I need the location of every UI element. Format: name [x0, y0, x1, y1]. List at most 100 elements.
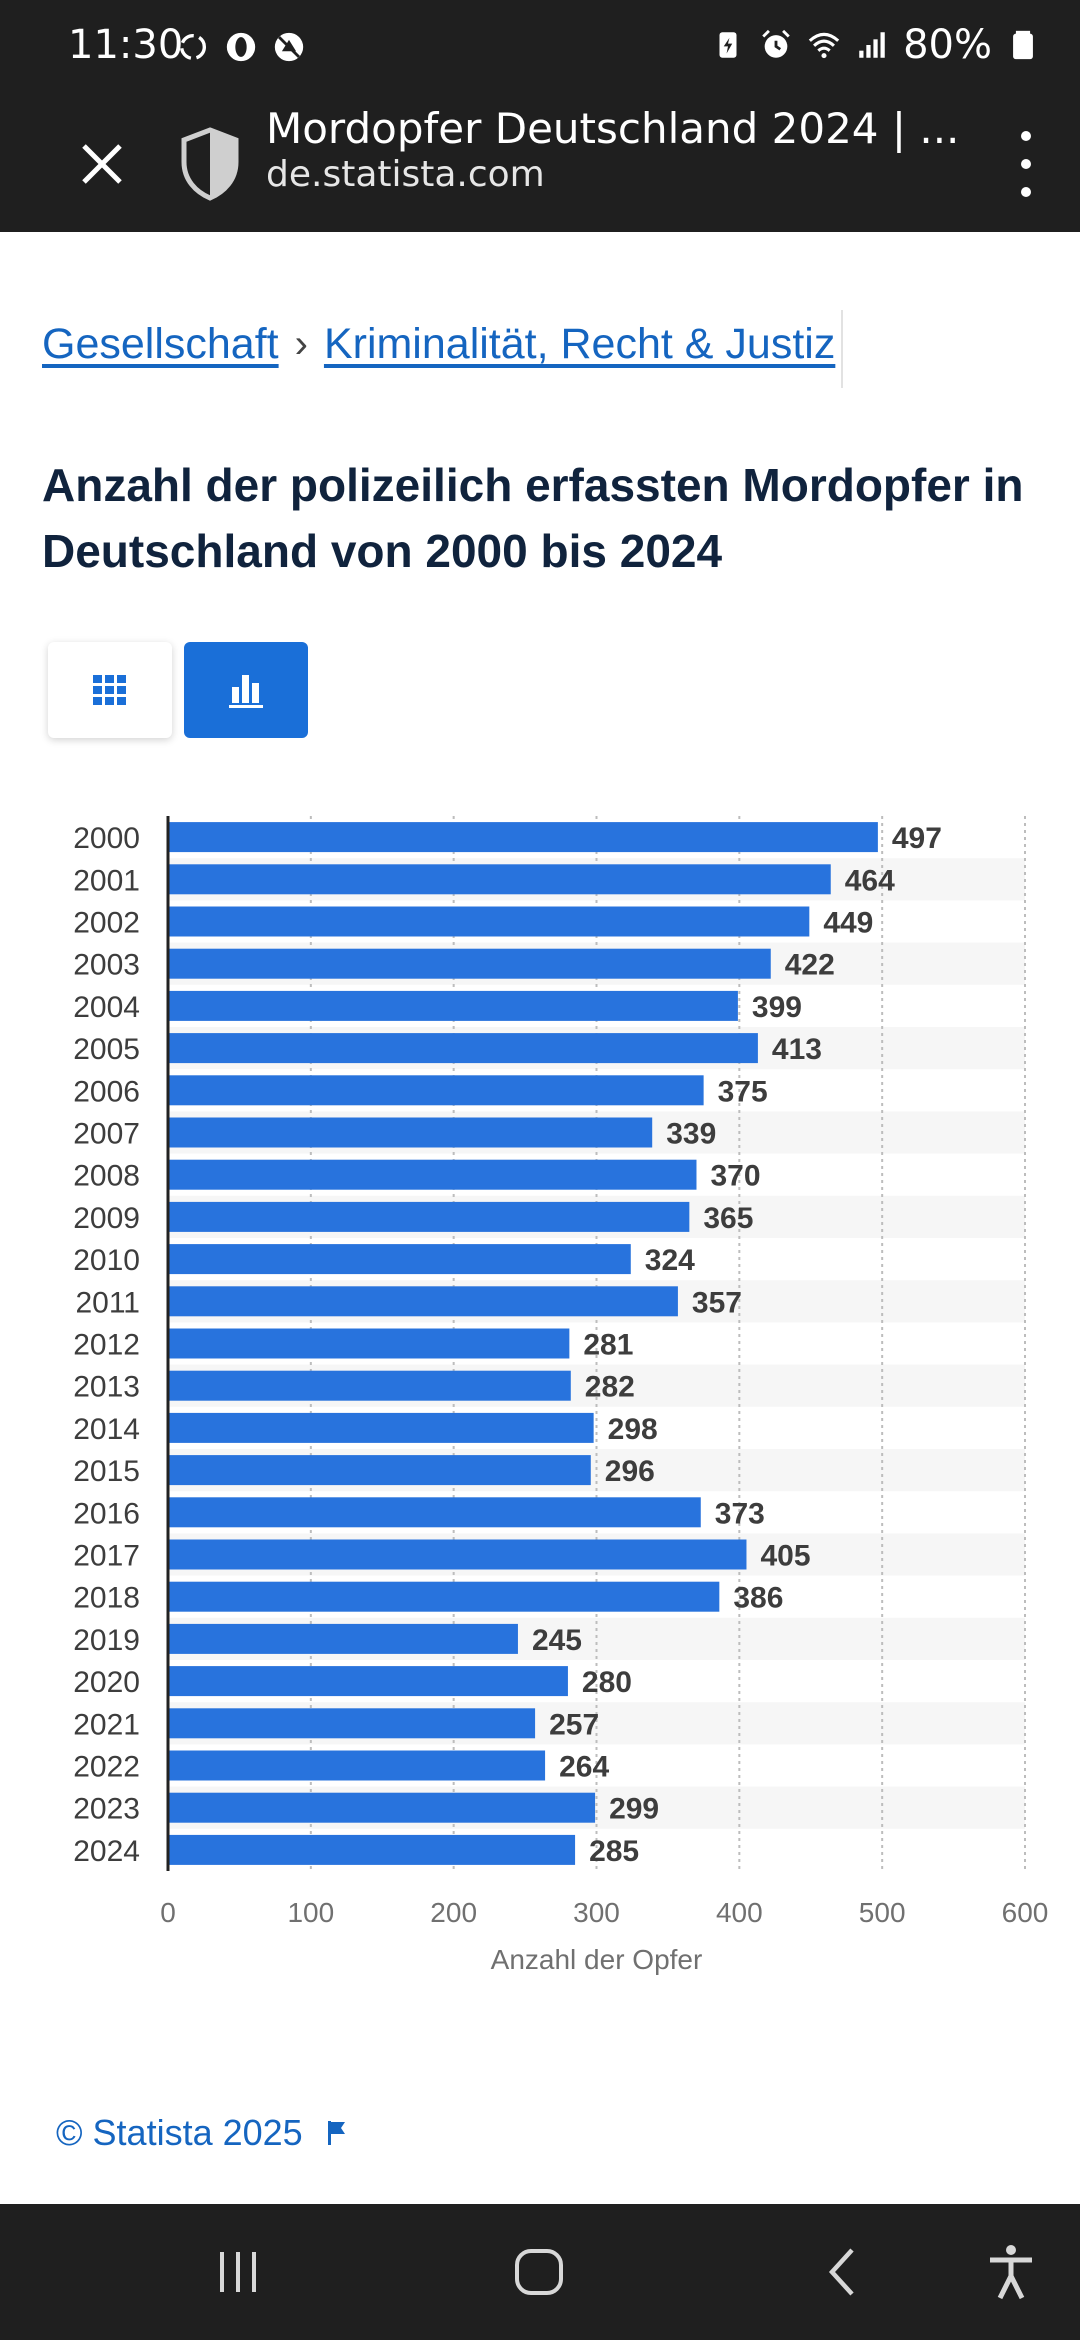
data-label: 357	[692, 1286, 742, 1319]
system-nav-bar	[0, 2204, 1080, 2340]
data-label: 399	[752, 991, 802, 1024]
alarm-icon	[762, 29, 790, 58]
category-label: 2024	[73, 1835, 140, 1868]
data-label: 339	[666, 1118, 716, 1151]
recent-apps-icon[interactable]	[214, 2242, 262, 2302]
data-label: 373	[715, 1497, 765, 1530]
data-label: 280	[582, 1666, 632, 1699]
category-label: 2012	[73, 1329, 140, 1362]
sync-icon	[179, 33, 207, 61]
page-title: Mordopfer Deutschland 2024 | ...	[266, 104, 956, 153]
grid-icon	[93, 675, 126, 705]
category-label: 2016	[73, 1497, 140, 1530]
bar-2009	[168, 1201, 690, 1232]
data-label: 386	[733, 1582, 783, 1615]
category-label: 2019	[73, 1624, 140, 1657]
bar-2021	[168, 1708, 536, 1739]
data-label: 497	[892, 822, 942, 855]
category-label: 2018	[73, 1582, 140, 1615]
category-label: 2013	[73, 1371, 140, 1404]
category-label: 2005	[73, 1033, 140, 1066]
bar-2001	[168, 864, 831, 895]
category-label: 2002	[73, 907, 140, 940]
data-label: 282	[585, 1371, 635, 1404]
wifi-icon	[808, 32, 840, 59]
bar-2012	[168, 1328, 570, 1359]
data-label: 464	[845, 864, 895, 897]
category-label: 2010	[73, 1244, 140, 1277]
close-icon[interactable]	[70, 132, 134, 196]
data-label: 365	[703, 1202, 753, 1235]
data-label: 405	[760, 1540, 810, 1573]
bar-chart-icon	[229, 675, 263, 708]
flag-icon[interactable]	[325, 2119, 349, 2147]
category-label: 2006	[73, 1075, 140, 1108]
bar-2005	[168, 1033, 758, 1064]
category-label: 2000	[73, 822, 140, 855]
bar-2015	[168, 1455, 591, 1486]
x-tick-label: 0	[160, 1897, 176, 1928]
breadcrumb-separator: ›	[294, 322, 308, 366]
statista-copyright[interactable]: © Statista 2025	[56, 2112, 349, 2154]
data-label: 264	[559, 1751, 609, 1784]
table-view-button[interactable]	[48, 642, 172, 738]
battery-percentage: 80%	[903, 22, 992, 68]
bar-2022	[168, 1750, 546, 1781]
data-label: 296	[605, 1455, 655, 1488]
category-label: 2007	[73, 1118, 140, 1151]
battery-icon	[1013, 30, 1033, 60]
data-label: 245	[532, 1624, 582, 1657]
bar-2006	[168, 1075, 704, 1106]
bar-2000	[168, 822, 878, 853]
breadcrumb-scroll-edge	[841, 310, 843, 388]
data-label: 370	[710, 1160, 760, 1193]
bar-2007	[168, 1117, 653, 1148]
more-options-icon[interactable]	[1006, 126, 1046, 202]
category-label: 2003	[73, 949, 140, 982]
x-tick-label: 300	[573, 1897, 620, 1928]
breadcrumb-link-gesellschaft[interactable]: Gesellschaft	[42, 320, 279, 368]
data-label: 298	[608, 1413, 658, 1446]
back-icon[interactable]	[822, 2242, 866, 2302]
chart-title: Anzahl der polizeilich erfassten Mordopf…	[42, 459, 1024, 577]
bar-2010	[168, 1244, 631, 1275]
bar-2024	[168, 1834, 576, 1865]
data-label: 257	[549, 1708, 599, 1741]
x-axis-title: Anzahl der Opfer	[491, 1944, 703, 1975]
custom-tab-header: Mordopfer Deutschland 2024 | ... de.stat…	[0, 96, 1080, 232]
category-label: 2020	[73, 1666, 140, 1699]
data-label: 422	[785, 949, 835, 982]
bar-2023	[168, 1792, 596, 1823]
status-bar: 11:30 80%	[0, 0, 1080, 96]
data-label: 285	[589, 1835, 639, 1868]
category-label: 2017	[73, 1540, 140, 1573]
bar-2013	[168, 1370, 571, 1401]
data-label: 375	[718, 1075, 768, 1108]
page-domain: de.statista.com	[266, 154, 545, 195]
battery-saver-icon	[719, 32, 737, 58]
bar-2011	[168, 1286, 678, 1317]
bar-2018	[168, 1581, 720, 1612]
chart-view-button[interactable]	[184, 642, 308, 738]
bar-2019	[168, 1623, 518, 1654]
bar-2014	[168, 1412, 594, 1443]
breadcrumb-link-kriminalitaet[interactable]: Kriminalität, Recht & Justiz	[323, 320, 836, 368]
data-label: 413	[772, 1033, 822, 1066]
bar-2004	[168, 990, 738, 1021]
data-label: 299	[609, 1793, 659, 1826]
category-label: 2015	[73, 1455, 140, 1488]
accessibility-icon[interactable]	[984, 2242, 1038, 2302]
no-disturb-icon	[274, 32, 304, 62]
bar-2017	[168, 1539, 747, 1570]
bar-2008	[168, 1159, 697, 1190]
x-tick-label: 100	[287, 1897, 334, 1928]
bar-2003	[168, 948, 771, 979]
status-time: 11:30	[68, 22, 184, 68]
shield-icon[interactable]	[178, 124, 242, 202]
category-label: 2023	[73, 1793, 140, 1826]
data-label: 449	[823, 907, 873, 940]
data-label: 281	[583, 1329, 633, 1362]
home-icon[interactable]	[512, 2242, 568, 2302]
bar-2016	[168, 1497, 701, 1528]
